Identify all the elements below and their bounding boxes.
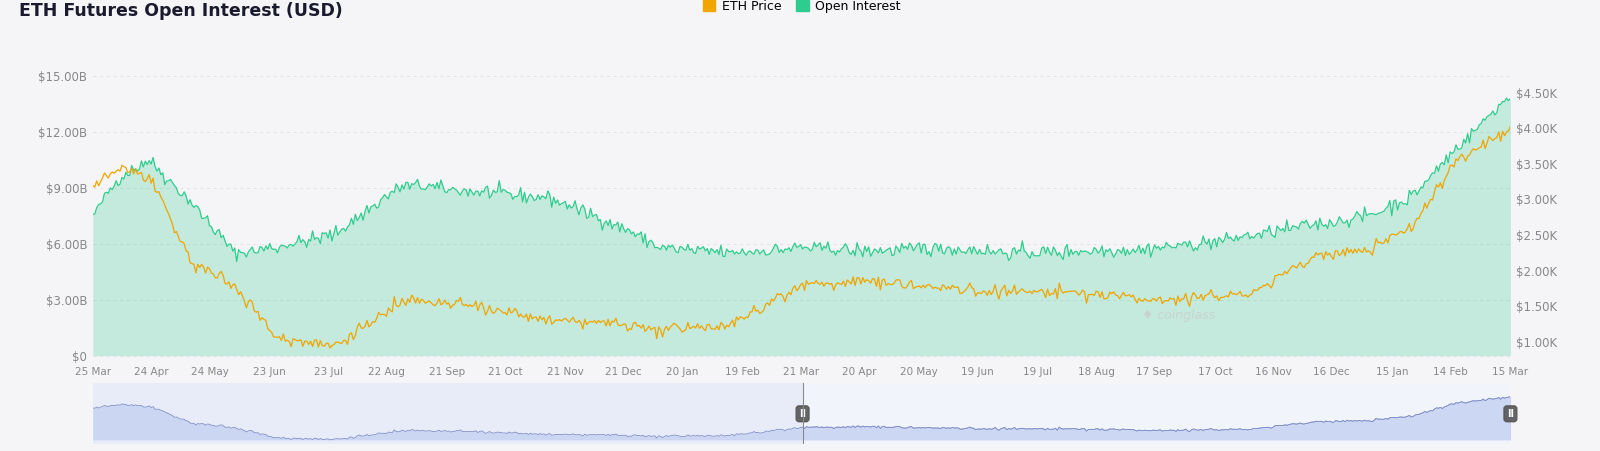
Text: ♦ coinglass: ♦ coinglass bbox=[1142, 308, 1214, 322]
Text: ETH Futures Open Interest (USD): ETH Futures Open Interest (USD) bbox=[19, 2, 342, 20]
Text: II: II bbox=[1507, 409, 1514, 419]
Legend: ETH Price, Open Interest: ETH Price, Open Interest bbox=[698, 0, 906, 18]
Bar bbox=[803, 383, 1510, 444]
Text: II: II bbox=[798, 409, 806, 419]
